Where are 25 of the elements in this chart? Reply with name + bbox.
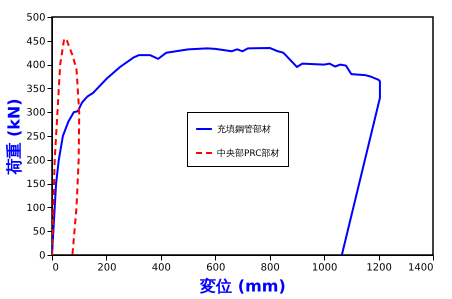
y-tick-label: 300 [26, 108, 46, 119]
y-tick-label: 500 [26, 12, 46, 24]
x-tick-label: 1400 [408, 262, 434, 274]
y-tick-label: 350 [26, 84, 46, 95]
x-tick-label: 800 [260, 262, 280, 274]
x-tick-label: 0 [52, 262, 59, 274]
x-axis-title: 変位 (mm) [199, 276, 286, 296]
x-tick-label: 600 [206, 262, 226, 274]
x-tick-label: 200 [97, 262, 116, 274]
y-axis-title: 荷重 (kN) [4, 98, 24, 176]
y-tick-label: 0 [39, 250, 46, 262]
y-tick-label: 450 [26, 36, 46, 48]
line-series [52, 46, 381, 255]
line-series [52, 37, 80, 255]
y-tick-label: 100 [26, 202, 46, 214]
legend-label: 中央部PRC部材 [217, 148, 280, 159]
x-tick-label: 1000 [312, 262, 338, 274]
y-tick-label: 400 [26, 60, 46, 72]
x-tick-label: 400 [152, 262, 171, 274]
y-tick-label: 250 [26, 132, 46, 142]
y-tick-label: 150 [26, 179, 46, 190]
legend-label: 充填鋼管部材 [217, 124, 271, 135]
y-tick-label: 200 [26, 155, 46, 166]
x-tick-label: 1200 [366, 262, 392, 274]
y-tick-label: 50 [32, 226, 46, 238]
